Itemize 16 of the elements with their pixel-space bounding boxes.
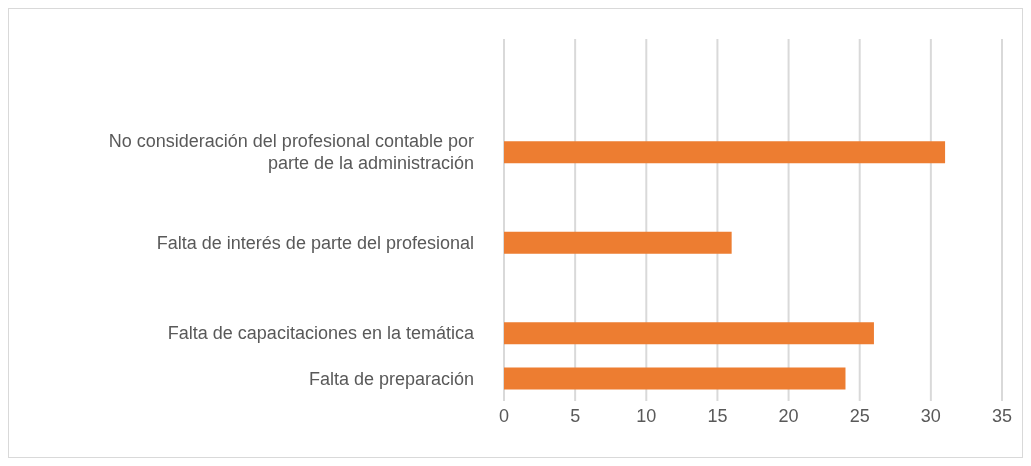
x-tick-label: 5 xyxy=(570,405,581,426)
x-tick-label: 25 xyxy=(849,405,870,426)
x-tick-label: 10 xyxy=(636,405,657,426)
x-tick-label: 35 xyxy=(991,405,1013,426)
bar xyxy=(504,231,732,254)
y-tick-label: No consideración del profesional contable por parte de la administración xyxy=(108,131,474,174)
y-tick-label: Falta de interés de parte del profesional xyxy=(156,232,474,253)
bar xyxy=(504,322,874,345)
x-tick-label: 0 xyxy=(498,405,510,426)
x-tick-label: 15 xyxy=(707,405,728,426)
x-tick-label: 20 xyxy=(778,405,799,426)
x-tick-label: 30 xyxy=(920,405,941,426)
y-tick-label: Falta de preparación xyxy=(308,368,474,389)
bar xyxy=(504,367,846,390)
y-tick-label: Falta de capacitaciones en la temática xyxy=(167,323,475,344)
bar xyxy=(504,141,946,164)
